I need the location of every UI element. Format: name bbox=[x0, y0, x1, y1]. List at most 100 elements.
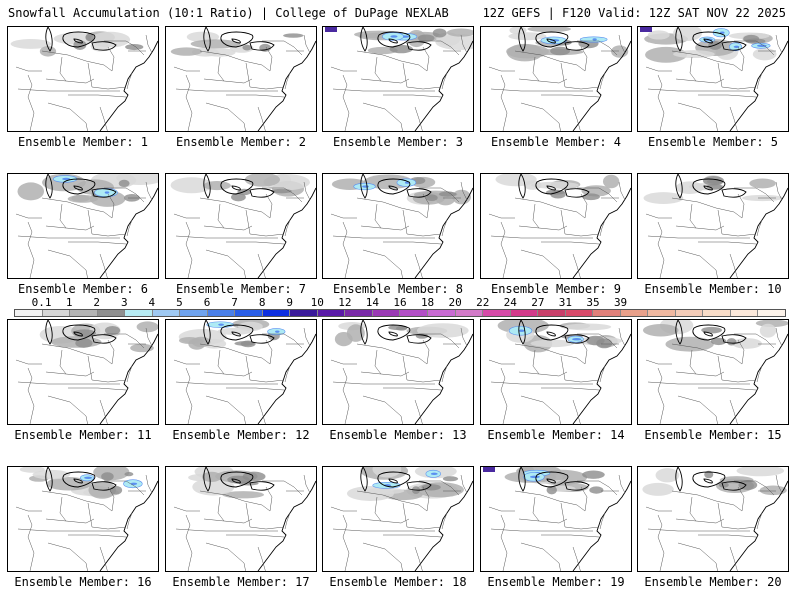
coastline bbox=[99, 333, 158, 424]
snowfall-area-heavy bbox=[726, 338, 737, 346]
state-boundary bbox=[68, 241, 127, 245]
lake-outline bbox=[518, 174, 526, 199]
colorbar-segment bbox=[125, 310, 153, 316]
state-boundary bbox=[45, 518, 95, 524]
snowfall-area-heavy bbox=[101, 472, 114, 481]
state-boundary bbox=[265, 193, 273, 219]
lake-outline bbox=[721, 188, 747, 198]
state-boundary bbox=[342, 74, 350, 131]
lake-outline bbox=[91, 481, 117, 491]
state-boundary bbox=[226, 94, 285, 98]
state-boundary bbox=[360, 371, 410, 377]
ensemble-member-label: Ensemble Member: 12 bbox=[172, 428, 310, 442]
ensemble-map-12 bbox=[165, 319, 317, 425]
state-boundary bbox=[402, 209, 442, 237]
state-boundary bbox=[490, 528, 593, 532]
lake-outline bbox=[546, 185, 556, 191]
state-boundary bbox=[374, 56, 382, 82]
ensemble-member-label: Ensemble Member: 19 bbox=[487, 575, 625, 589]
state-boundary bbox=[460, 34, 468, 54]
colorbar-tick-label: 9 bbox=[286, 296, 294, 309]
snowfall-area-heavy bbox=[706, 183, 723, 190]
colorbar-segment bbox=[730, 310, 759, 316]
state-boundary bbox=[460, 474, 468, 494]
state-boundary bbox=[87, 62, 127, 90]
lake-outline bbox=[377, 324, 411, 341]
lake-outline bbox=[73, 331, 83, 337]
lake-outline bbox=[406, 334, 432, 344]
lake-outline bbox=[388, 38, 398, 44]
snowfall-area-heavy bbox=[442, 476, 459, 482]
state-boundary bbox=[99, 253, 108, 278]
state-boundary bbox=[500, 221, 508, 278]
snowfall-area-heavy bbox=[237, 188, 252, 196]
lake-outline bbox=[406, 481, 432, 491]
coastline bbox=[257, 480, 316, 571]
state-boundary bbox=[107, 486, 115, 512]
snowfall-area-heavy bbox=[231, 193, 246, 202]
snowfall-area bbox=[39, 46, 57, 57]
lake-outline bbox=[203, 467, 211, 492]
map-canvas bbox=[173, 467, 316, 571]
lake-outline bbox=[203, 174, 211, 199]
map-canvas bbox=[330, 174, 473, 278]
snowfall-area-blue bbox=[104, 191, 110, 194]
state-boundary bbox=[383, 534, 442, 538]
state-boundary bbox=[560, 355, 600, 383]
snowfall-area bbox=[673, 27, 703, 42]
coastline bbox=[257, 333, 316, 424]
lake-outline bbox=[231, 331, 241, 337]
state-boundary bbox=[460, 327, 468, 347]
colorbar-tick-label: 12 bbox=[338, 296, 352, 309]
snowfall-area bbox=[527, 27, 572, 33]
coastline bbox=[99, 40, 158, 131]
state-boundary bbox=[41, 197, 113, 219]
state-boundary bbox=[203, 371, 253, 377]
state-boundary bbox=[362, 542, 403, 571]
state-boundary bbox=[203, 225, 253, 231]
state-boundary bbox=[560, 209, 600, 237]
state-boundary bbox=[145, 327, 153, 347]
state-boundary bbox=[87, 502, 127, 530]
state-boundary bbox=[647, 528, 750, 532]
state-boundary bbox=[717, 62, 757, 90]
lake-outline bbox=[518, 320, 526, 345]
state-boundary bbox=[99, 106, 108, 131]
snowfall-area-heavy bbox=[271, 188, 292, 194]
state-boundary bbox=[441, 512, 448, 530]
map-canvas bbox=[483, 467, 631, 571]
lake-outline bbox=[546, 38, 556, 44]
state-boundary bbox=[15, 213, 42, 219]
state-boundary bbox=[775, 327, 783, 347]
state-boundary bbox=[645, 506, 672, 512]
snowfall-area bbox=[665, 336, 714, 352]
state-boundary bbox=[402, 502, 442, 530]
snowfall-area bbox=[170, 177, 213, 194]
state-boundary bbox=[15, 506, 42, 512]
ensemble-member-label: Ensemble Member: 8 bbox=[332, 282, 464, 296]
ensemble-member-label: Ensemble Member: 7 bbox=[175, 282, 307, 296]
ensemble-map-14 bbox=[480, 319, 632, 425]
state-boundary bbox=[45, 371, 95, 377]
coastline bbox=[572, 187, 631, 278]
state-boundary bbox=[175, 381, 278, 385]
state-boundary bbox=[645, 359, 672, 365]
state-boundary bbox=[677, 249, 718, 278]
state-boundary bbox=[356, 343, 428, 365]
lake-outline bbox=[721, 481, 747, 491]
state-boundary bbox=[27, 367, 35, 424]
lake-outline bbox=[360, 320, 368, 345]
colorbar-tick-label: 4 bbox=[148, 296, 156, 309]
state-boundary bbox=[756, 219, 763, 237]
lake-outline bbox=[231, 185, 241, 191]
lake-outline bbox=[73, 478, 83, 484]
snowfall-area-heavy bbox=[388, 325, 408, 331]
state-boundary bbox=[488, 213, 515, 219]
state-boundary bbox=[245, 502, 285, 530]
state-boundary bbox=[599, 219, 606, 237]
colorbar-segment bbox=[207, 310, 236, 316]
snowfall-area bbox=[736, 467, 785, 477]
ensemble-member-label: Ensemble Member: 6 bbox=[17, 282, 149, 296]
state-boundary bbox=[205, 542, 246, 571]
state-boundary bbox=[689, 203, 697, 229]
